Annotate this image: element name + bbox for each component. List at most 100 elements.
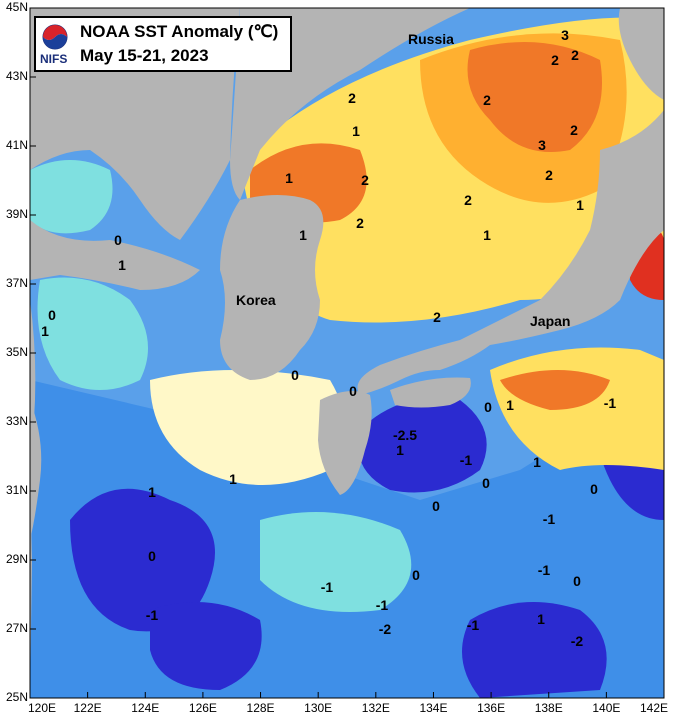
contour-value-label: 0 [412,567,420,583]
lat-label: 43N [5,69,28,83]
contour-value-label: 2 [571,47,579,63]
contour-value-label: 0 [482,475,490,491]
lat-label: 35N [5,345,28,359]
contour-value-label: 1 [537,611,545,627]
contour-value-label: 2 [551,52,559,68]
longitude-ticks [29,692,665,698]
lat-label: 29N [5,552,28,566]
land-kyushu [318,391,372,495]
contour-value-label: 2 [464,192,472,208]
label-korea: Korea [236,292,276,308]
land-shikoku [390,377,471,408]
contour-value-label: 3 [561,27,569,43]
label-japan: Japan [530,313,571,329]
contour-value-label: 0 [114,232,122,248]
contour-value-label: 0 [573,573,581,589]
contour-value-label: -1 [538,562,551,578]
contour-value-label: 2 [570,122,578,138]
lon-label: 132E [361,701,390,715]
contour-value-label: 2 [356,215,364,231]
land-korea [220,195,324,380]
contour-value-label: -1 [146,607,159,623]
land-hokkaido [618,8,664,100]
very-warm-east-sea-core [467,42,602,152]
land-shandong [30,220,200,290]
contour-value-label: 1 [576,197,584,213]
land-china-east-coast [30,400,42,540]
lon-label: 122E [73,701,102,715]
contour-value-label: 0 [291,367,299,383]
contour-value-label: 1 [148,484,156,500]
contour-value-label: 0 [590,481,598,497]
lon-label: 138E [534,701,563,715]
nifs-logo-icon [42,24,68,50]
warm-japan-kii [500,370,610,410]
contour-value-label: 1 [299,227,307,243]
contour-value-label: 1 [285,170,293,186]
lat-label: 33N [5,414,28,428]
contour-value-label: 1 [483,227,491,243]
contour-value-label: -1 [467,617,480,633]
legend-title-box: NIFS NOAA SST Anomaly (℃) May 15-21, 202… [34,16,292,72]
latitude-ticks [30,7,36,699]
contour-value-label: 1 [118,257,126,273]
slight-negative-bohai [30,160,113,234]
lon-label: 140E [592,701,621,715]
contour-value-label: 2 [361,172,369,188]
agency-label: NIFS [40,52,68,66]
contour-value-label: -1 [376,597,389,613]
contour-value-label: 0 [484,399,492,415]
contour-value-label: -1 [604,395,617,411]
lat-label: 41N [5,138,28,152]
contour-value-label: 1 [41,323,49,339]
cold-pool-east-china-sea [70,488,215,632]
lat-label: 31N [5,483,28,497]
contour-value-label: 1 [506,397,514,413]
contour-value-label: 2 [545,167,553,183]
cold-pool-shikoku [358,398,487,493]
slight-negative-yellow-sea [37,277,148,390]
contour-value-label: -2 [379,621,392,637]
contour-value-label: 0 [148,548,156,564]
contour-value-label: 0 [48,307,56,323]
label-russia: Russia [408,31,454,47]
contour-value-label: 2 [433,309,441,325]
contour-value-label: -1 [321,579,334,595]
lon-label: 134E [419,701,448,715]
slight-negative-mid [260,512,412,612]
contour-value-label: 2 [483,92,491,108]
cold-pool-southeast [462,602,607,698]
lon-label: 130E [304,701,333,715]
contour-value-label: 1 [533,454,541,470]
lat-label: 27N [5,621,28,635]
map-date-range: May 15-21, 2023 [80,46,209,65]
contour-value-label: 3 [538,137,546,153]
land-honshu [357,110,664,395]
contour-value-label: -2 [571,633,584,649]
contour-value-label: -1 [460,452,473,468]
lon-label: 142E [639,701,669,715]
contour-value-label: 1 [229,471,237,487]
contour-value-label: 2 [348,90,356,106]
lon-label: 126E [188,701,217,715]
lon-label: 128E [246,701,275,715]
contour-value-label: 1 [352,123,360,139]
lat-label: 37N [5,276,28,290]
contour-value-label: 0 [432,498,440,514]
lon-label: 120E [27,701,57,715]
contour-value-label: -2.5 [393,427,417,443]
contour-value-label: 0 [349,383,357,399]
lon-label: 124E [131,701,160,715]
contour-value-label: 1 [396,442,404,458]
lat-label: 25N [5,690,28,704]
near-zero-band [150,370,345,485]
land-china-coast [30,300,36,698]
cold-pool-southwest [150,602,262,690]
lat-label: 39N [5,207,28,221]
lon-label: 136E [477,701,506,715]
contour-value-label: -1 [543,511,556,527]
lat-label: 45N [5,0,28,14]
